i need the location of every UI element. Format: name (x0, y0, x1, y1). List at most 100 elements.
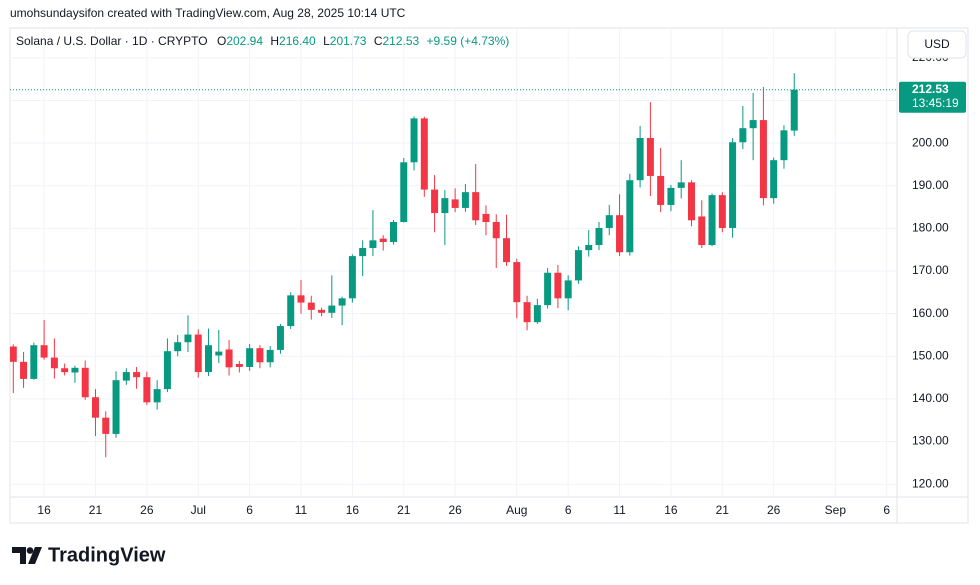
candle-body (50, 357, 58, 369)
candle-body (523, 302, 531, 323)
logo: TradingView (12, 544, 166, 566)
ohlc-value: 202.94 (226, 34, 263, 48)
y-tick-label: 120.00 (912, 476, 949, 490)
candle-body (431, 189, 439, 214)
candle-body (287, 295, 295, 327)
candle-body (246, 348, 254, 367)
ohlc-value: 216.40 (279, 34, 316, 48)
candles (10, 73, 798, 458)
candle-body (174, 342, 182, 352)
candle-body (276, 326, 284, 350)
candle-body (112, 380, 120, 434)
countdown: 13:45:19 (912, 96, 959, 110)
currency-label[interactable]: USD (924, 37, 950, 51)
candle-body (297, 295, 305, 303)
candle-body (20, 361, 28, 379)
axes: 120.00 130.00 140.00 150.00 160.00 170.00 180.… (37, 50, 949, 517)
candle-body (585, 245, 593, 251)
candle-body (91, 397, 99, 418)
candle-body (564, 280, 572, 299)
x-tick-label: 26 (140, 503, 154, 517)
candle-body (389, 221, 397, 243)
y-tick-label: 200.00 (912, 135, 949, 149)
x-tick-label: Sep (825, 503, 847, 517)
candle-body (533, 305, 541, 323)
ohlc-name: C (374, 34, 383, 48)
candle-body (420, 118, 428, 190)
candle-body (646, 138, 654, 176)
logo-icon (26, 547, 34, 554)
ohlc-name: H (270, 34, 279, 48)
x-tick-label: 11 (295, 503, 308, 517)
candle-body (225, 349, 233, 368)
symbol-title: Solana / U.S. Dollar · 1D · CRYPTO (16, 34, 208, 48)
last-price-box (899, 81, 966, 113)
caption: umohsundaysifon created with TradingView… (10, 6, 406, 20)
candle-body (544, 272, 552, 306)
y-tick-label: 170.00 (912, 263, 949, 277)
candle-body (780, 130, 788, 161)
candle-body (759, 120, 767, 199)
ohlc-name: O (217, 34, 226, 48)
x-tick-label: 6 (565, 503, 572, 517)
candle-body (184, 334, 192, 343)
candle-body (122, 372, 130, 381)
candle-body (729, 142, 737, 228)
candle-body (461, 192, 469, 208)
candle-body (410, 118, 418, 163)
candle-body (235, 363, 243, 367)
x-tick-label: 21 (89, 503, 103, 517)
candle-body (194, 334, 202, 373)
y-tick-label: 190.00 (912, 178, 949, 192)
candle-body (626, 180, 634, 253)
candle-body (40, 345, 48, 358)
candle-body (10, 346, 17, 362)
candle-body (348, 256, 356, 299)
ohlc-value: 201.73 (330, 34, 367, 48)
candle-body (790, 89, 798, 131)
candle-body (102, 417, 110, 434)
currency-button[interactable] (907, 30, 967, 59)
candle-body (554, 272, 562, 299)
x-tick-label: 26 (767, 503, 781, 517)
x-tick-label: Jul (191, 503, 206, 517)
x-tick-label: 6 (246, 503, 253, 517)
x-tick-label: 6 (883, 503, 890, 517)
x-tick-label: 16 (37, 503, 51, 517)
candle-body (61, 368, 69, 373)
candle-body (379, 238, 387, 243)
candle-body (770, 160, 778, 199)
logo-icon (12, 547, 26, 564)
candle-body (595, 227, 603, 246)
y-tick-label: 160.00 (912, 306, 949, 320)
candle-body (749, 120, 757, 129)
candle-body (30, 345, 38, 379)
x-tick-label: 16 (664, 503, 678, 517)
x-tick-label: Aug (506, 503, 527, 517)
chart-frame (9, 27, 969, 524)
last-price-label: 212.53 (912, 82, 949, 96)
candle-body (71, 367, 79, 373)
candle-body (215, 351, 223, 356)
candle-body (677, 182, 685, 188)
candle-body (81, 367, 89, 398)
x-tick-label: 21 (397, 503, 411, 517)
ohlc-name: L (323, 34, 330, 48)
candle-body (657, 175, 665, 205)
candle-body (687, 182, 695, 221)
candle-body (256, 348, 264, 363)
candle-body (163, 351, 171, 390)
brand: TradingView (48, 544, 166, 566)
candle-body (441, 198, 449, 214)
candle-body (133, 372, 141, 378)
y-tick-label: 180.00 (912, 221, 949, 235)
candle-body (205, 345, 213, 373)
candle-body (605, 215, 613, 228)
change: +9.59 (+4.73%) (427, 34, 510, 48)
candle-body (708, 195, 716, 246)
candle-body (667, 187, 675, 205)
legend: Solana / U.S. Dollar · 1D · CRYPTO O202.… (16, 34, 509, 48)
candle-body (400, 162, 408, 222)
